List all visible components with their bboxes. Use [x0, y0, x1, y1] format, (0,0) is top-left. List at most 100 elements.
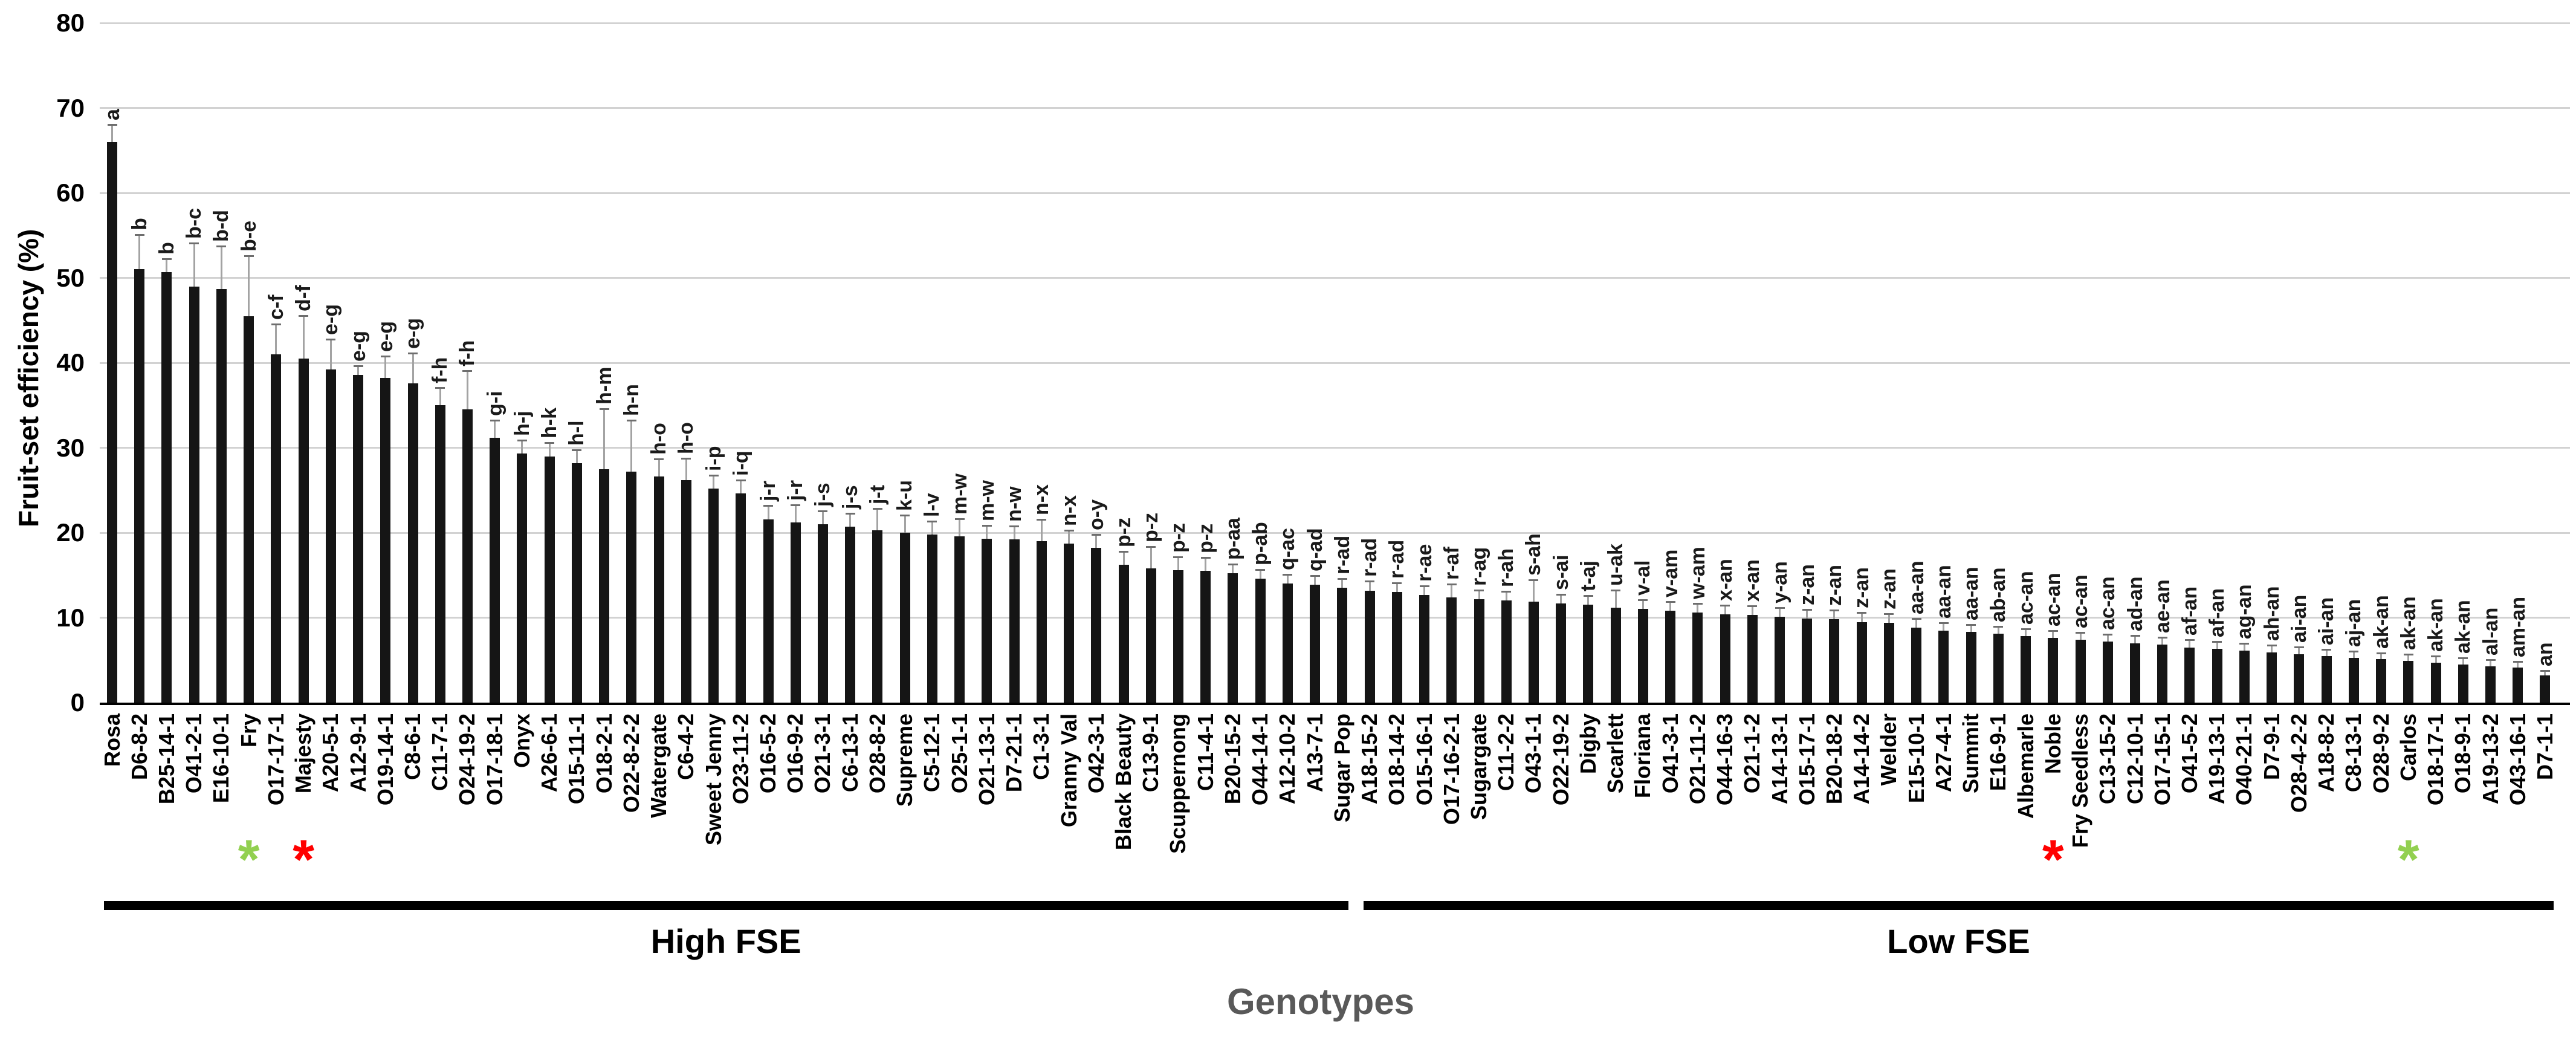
sig-letters: ac-an	[2014, 571, 2037, 625]
bar	[244, 316, 254, 703]
sig-letters: m-w	[975, 479, 998, 521]
x-tick-label: Summit	[1958, 714, 1984, 794]
error-bar	[1915, 619, 1918, 628]
error-bar	[1068, 531, 1070, 544]
sig-letters: af-an	[2178, 587, 2201, 636]
x-tick-label: Majesty	[291, 714, 316, 794]
error-bar-cap	[1146, 545, 1156, 548]
error-bar	[2271, 645, 2273, 653]
x-tick-label: O44-14-1	[1248, 714, 1273, 806]
error-bar-cap	[818, 510, 828, 512]
error-bar-cap	[2485, 658, 2496, 661]
bar	[1692, 613, 1703, 703]
bar	[2430, 662, 2441, 703]
error-bar	[2462, 658, 2464, 665]
x-tick-label: Onyx	[509, 714, 534, 769]
sig-letters: z-an	[1795, 564, 1819, 605]
error-bar-cap	[1665, 601, 1675, 603]
sig-letters: h-o	[647, 423, 671, 455]
error-bar	[575, 450, 578, 463]
error-bar	[876, 509, 879, 530]
bar	[1200, 571, 1211, 703]
error-bar-cap	[1009, 525, 1020, 528]
error-bar	[466, 371, 468, 410]
sig-letters: p-z	[1194, 524, 1217, 554]
x-tick-label: O21-11-2	[1684, 714, 1710, 805]
x-tick-label: O15-17-1	[1794, 714, 1819, 806]
sig-letters: p-z	[1112, 518, 1135, 548]
sig-letters: a	[100, 108, 124, 120]
error-bar	[1205, 558, 1207, 571]
error-bar-cap	[2157, 637, 2167, 639]
x-tick-label: D7-9-1	[2259, 714, 2284, 781]
bar	[2212, 649, 2222, 703]
error-bar-cap	[1337, 578, 1347, 580]
error-bar-cap	[2458, 657, 2468, 659]
sig-letters: b-e	[237, 221, 261, 252]
sig-letters: ab-an	[1987, 567, 2010, 622]
bar	[2048, 638, 2059, 703]
error-bar-cap	[2431, 655, 2441, 658]
bar	[571, 463, 582, 703]
y-tick-label: 0	[70, 688, 85, 717]
x-tick-label: Carlos	[2395, 714, 2421, 782]
x-tick-label: A19-13-2	[2477, 714, 2503, 805]
sig-letters: h-k	[538, 408, 561, 439]
error-bar	[1997, 626, 1999, 634]
x-axis-line	[100, 703, 2570, 705]
sig-letters: c-f	[264, 294, 288, 320]
error-bar	[2134, 636, 2137, 643]
error-bar	[1888, 614, 1890, 623]
x-tick-label: O40-21-1	[2231, 714, 2257, 806]
error-bar	[521, 441, 523, 454]
x-tick-label: O15-11-1	[564, 714, 589, 805]
x-tick-label: A14-14-2	[1849, 714, 1874, 805]
error-bar	[1532, 580, 1535, 602]
bar	[298, 358, 309, 703]
sig-letters: ak-an	[2396, 596, 2420, 651]
x-tick-label: O21-13-1	[974, 714, 999, 806]
sig-letters: e-g	[374, 321, 397, 353]
x-tick-label: A18-15-2	[1357, 714, 1382, 805]
bar	[1173, 570, 1183, 703]
sig-letters: u-ak	[1604, 543, 1628, 586]
x-tick-label: Scuppernong	[1165, 714, 1191, 854]
error-bar-cap	[1173, 556, 1183, 558]
error-bar-cap	[1228, 564, 1238, 566]
error-bar-cap	[326, 339, 336, 341]
error-bar-cap	[435, 387, 445, 389]
bar	[763, 519, 774, 703]
sig-letters: z-an	[1850, 567, 1874, 609]
x-tick-label: O17-17-1	[263, 714, 288, 806]
error-bar	[248, 256, 250, 316]
bar	[845, 527, 856, 703]
error-bar	[1669, 602, 1672, 611]
sig-letters: ah-an	[2260, 586, 2283, 641]
x-tick-label: A20-5-1	[318, 714, 343, 793]
x-tick-label: O43-16-1	[2505, 714, 2530, 806]
bar	[626, 471, 637, 703]
sig-letters: e-g	[401, 317, 425, 349]
error-bar	[1587, 596, 1590, 605]
error-bar-cap	[1310, 574, 1320, 577]
sig-letters: ae-an	[2150, 579, 2174, 634]
y-gridline	[100, 617, 2570, 619]
error-bar	[931, 521, 933, 535]
sig-letters: ac-an	[2096, 576, 2120, 630]
sig-letters: w-am	[1686, 547, 1709, 600]
error-bar-cap	[244, 255, 254, 258]
bar	[517, 453, 528, 703]
sig-letters: i-p	[702, 446, 725, 471]
x-tick-label: Digby	[1575, 714, 1600, 775]
bar	[1993, 634, 2004, 703]
error-bar	[2380, 653, 2383, 660]
sig-letters: ac-an	[2069, 574, 2092, 628]
error-bar	[548, 443, 551, 457]
bar	[462, 409, 473, 703]
sig-letters: n-x	[1057, 495, 1081, 527]
error-bar	[1642, 600, 1644, 610]
sig-letters: ac-an	[2041, 573, 2065, 626]
bar	[2075, 640, 2086, 703]
x-tick-label: O28-8-2	[864, 714, 890, 794]
error-bar-cap	[1747, 605, 1758, 608]
